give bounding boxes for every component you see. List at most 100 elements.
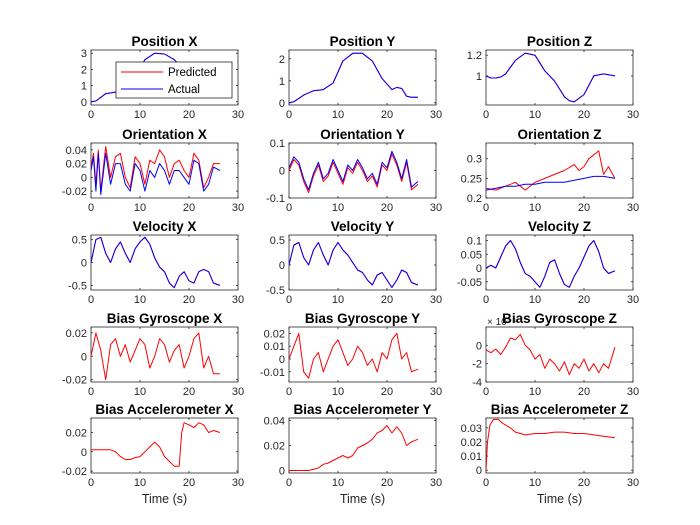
x-tick-label: 30	[627, 386, 639, 398]
legend-label-predicted: Predicted	[168, 67, 217, 79]
x-tick-label: 20	[381, 202, 393, 214]
y-tick-label: 0	[279, 260, 285, 272]
y-tick-label: 0	[476, 340, 482, 352]
x-tick-label: 0	[286, 477, 292, 489]
subplot-title-bias-accelerometer-x: Bias Accelerometer X	[95, 402, 233, 417]
subplot-title-bias-gyroscope-y: Bias Gyroscope Y	[305, 311, 420, 326]
plot-area-velocity-y	[288, 234, 437, 291]
x-axis-label: Time (s)	[537, 492, 582, 506]
x-tick-label: 10	[332, 109, 344, 121]
y-tick-label: 0.02	[66, 328, 87, 340]
subplot-title-bias-gyroscope-z: Bias Gyroscope Z	[502, 311, 617, 326]
subplot-bias-accelerometer-x: Bias Accelerometer X0 10 20 30-0.0200.02Tim…	[62, 402, 244, 506]
plot-area-bias-accelerometer-x	[90, 417, 239, 474]
x-axis-label: Time (s)	[142, 492, 187, 506]
subplot-velocity-x: Velocity X0 10 20 30-0.500.5	[68, 219, 244, 306]
x-tick-label: 30	[232, 202, 244, 214]
x-tick-label: 10	[134, 109, 146, 121]
y-tick-label: 0	[279, 166, 285, 178]
subplot-title-velocity-y: Velocity Y	[331, 219, 395, 234]
x-tick-label: 10	[134, 386, 146, 398]
x-tick-label: 0	[286, 294, 292, 306]
x-tick-label: 10	[529, 109, 541, 121]
x-tick-label: 10	[134, 477, 146, 489]
y-tick-label: 0.3	[467, 154, 482, 166]
y-tick-label: 0	[81, 258, 87, 270]
subplot-title-bias-gyroscope-x: Bias Gyroscope X	[107, 311, 223, 326]
subplot-title-velocity-z: Velocity Z	[528, 219, 591, 234]
x-tick-label: 20	[183, 386, 195, 398]
subplot-bias-gyroscope-z: Bias Gyroscope Z 0 10 20 30 -4 -2 0 × 10⁻⁴	[472, 311, 639, 398]
y-tick-label: 0.02	[66, 427, 87, 439]
y-tick-label: 0.1	[467, 236, 482, 248]
x-tick-label: 20	[578, 294, 590, 306]
x-tick-label: 10	[529, 294, 541, 306]
x-tick-label: 10	[332, 477, 344, 489]
subplot-title-bias-accelerometer-y: Bias Accelerometer Y	[293, 402, 431, 417]
y-tick-label: 0.02	[264, 328, 285, 340]
x-tick-label: 30	[627, 109, 639, 121]
x-tick-label: 30	[430, 477, 442, 489]
series-line-actual	[486, 240, 616, 288]
y-tick-label: 0.04	[264, 416, 285, 428]
series-line-predicted	[289, 332, 419, 379]
x-tick-label: 20	[183, 294, 195, 306]
subplot-title-position-y: Position Y	[330, 34, 396, 49]
series-line-actual	[289, 52, 418, 104]
plot-area-orientation-z	[485, 142, 634, 199]
x-tick-label: 0	[483, 109, 489, 121]
x-tick-label: 30	[232, 477, 244, 489]
x-tick-label: 0	[88, 202, 94, 214]
series-line-actual	[486, 175, 615, 191]
x-tick-label: 10	[332, 294, 344, 306]
y-tick-label: 0.25	[461, 173, 482, 185]
y-tick-label: -0.01	[260, 367, 285, 379]
x-tick-label: 20	[381, 109, 393, 121]
series-line-actual	[289, 150, 419, 191]
x-tick-label: 30	[430, 109, 442, 121]
x-tick-label: 20	[578, 386, 590, 398]
subplot-title-velocity-x: Velocity X	[133, 219, 197, 234]
y-tick-label: 0.5	[72, 235, 87, 247]
x-tick-label: 0	[88, 386, 94, 398]
x-tick-label: 20	[183, 202, 195, 214]
y-tick-label: 0.04	[66, 145, 87, 157]
series-line-actual	[289, 242, 419, 288]
x-tick-label: 30	[232, 294, 244, 306]
subplot-position-y: Position Y 0 10 20 30 0 1 2	[279, 34, 442, 121]
y-tick-label: 1	[279, 76, 285, 88]
x-tick-label: 10	[332, 202, 344, 214]
legend-box	[115, 61, 233, 99]
x-tick-label: 30	[232, 109, 244, 121]
x-tick-label: 20	[578, 202, 590, 214]
x-tick-label: 0	[88, 109, 94, 121]
x-tick-label: 0	[286, 202, 292, 214]
x-tick-label: 0	[483, 294, 489, 306]
y-tick-label: -0.05	[457, 277, 482, 289]
y-tick-label: 0.03	[461, 423, 482, 435]
y-tick-label: 0.5	[270, 235, 285, 247]
series-line-actual	[91, 152, 221, 196]
y-tick-label: 1.2	[467, 50, 482, 62]
series-line-actual	[91, 236, 221, 289]
x-tick-label: 20	[578, 109, 590, 121]
y-tick-label: 0	[279, 98, 285, 110]
y-tick-label: 0.05	[461, 249, 482, 261]
y-tick-label: -0.1	[266, 193, 285, 205]
x-tick-label: 30	[430, 202, 442, 214]
y-tick-label: 0	[279, 354, 285, 366]
y-tick-label: 0	[476, 465, 482, 477]
x-tick-label: 0	[286, 109, 292, 121]
y-tick-label: 0	[81, 447, 87, 459]
subplot-bias-accelerometer-y: Bias Accelerometer Y 0 10 20 30 0 0.02 0.04 Time…	[264, 402, 443, 506]
series-line-predicted	[289, 153, 419, 193]
y-tick-label: -0.5	[266, 285, 285, 297]
x-tick-label: 20	[381, 294, 393, 306]
x-tick-label: 0	[88, 294, 94, 306]
series-line-actual	[486, 52, 615, 103]
